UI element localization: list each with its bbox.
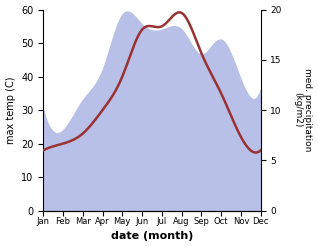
X-axis label: date (month): date (month) [111, 231, 193, 242]
Y-axis label: med. precipitation
(kg/m2): med. precipitation (kg/m2) [293, 68, 313, 152]
Y-axis label: max temp (C): max temp (C) [5, 76, 16, 144]
